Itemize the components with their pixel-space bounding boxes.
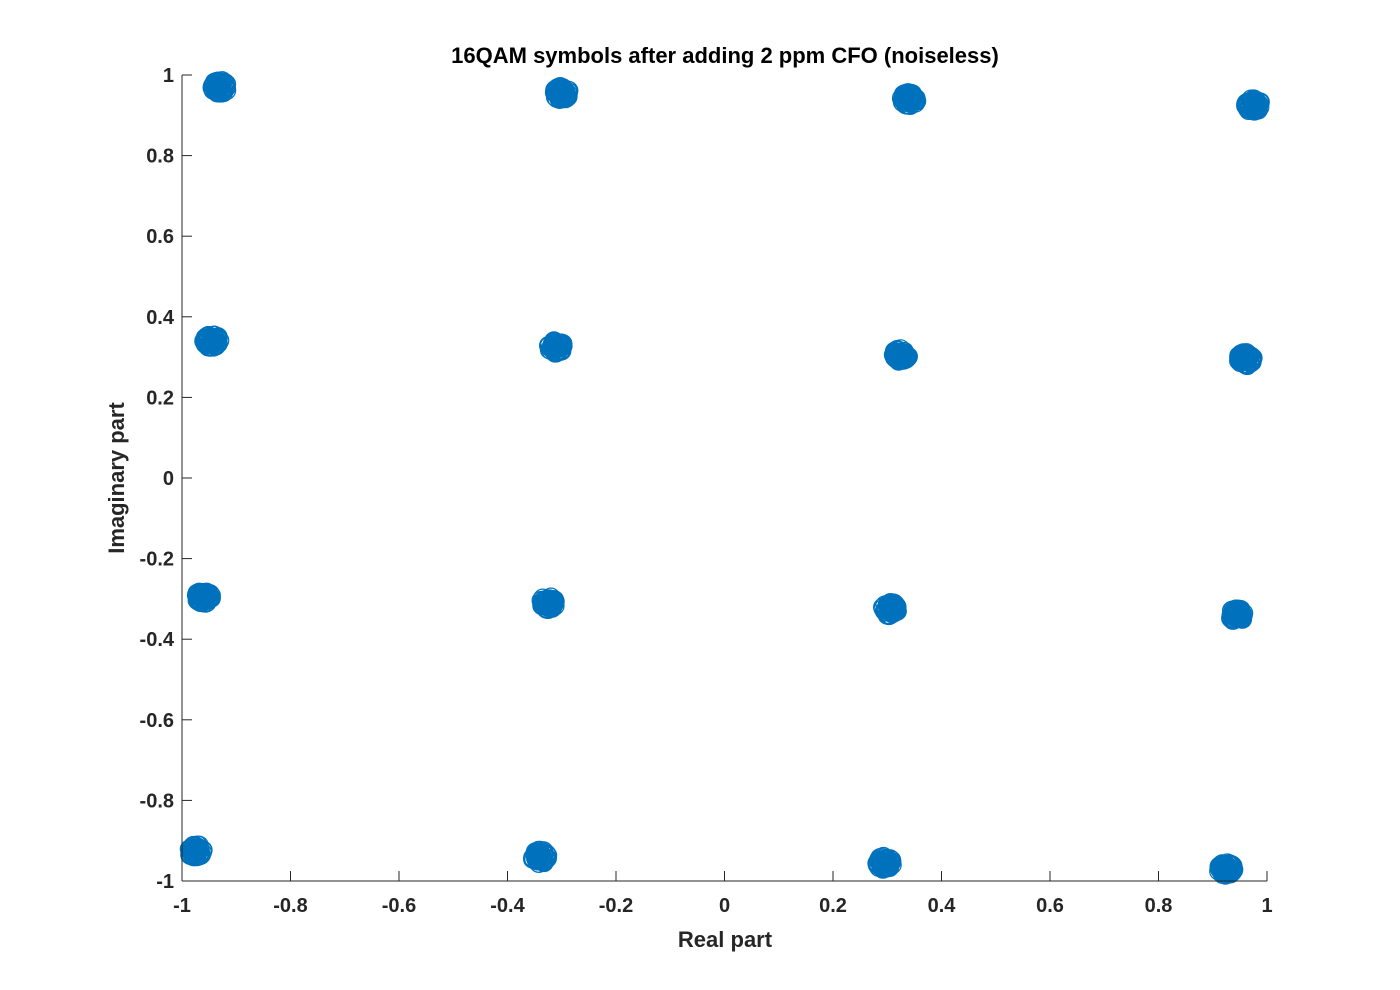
data-point xyxy=(891,83,927,116)
x-tick-label: 0.8 xyxy=(1145,895,1173,917)
data-point xyxy=(1221,599,1254,630)
point-core xyxy=(1226,604,1249,627)
chart-title: 16QAM symbols after adding 2 ppm CFO (no… xyxy=(451,43,999,68)
y-tick-label: 0.8 xyxy=(146,146,174,168)
y-axis-title: Imaginary part xyxy=(104,402,129,554)
x-tick-label: -1 xyxy=(173,895,191,917)
point-core xyxy=(1242,94,1265,117)
data-point xyxy=(1229,343,1263,376)
y-tick-label: -0.2 xyxy=(140,549,174,571)
y-tick-label: 0.6 xyxy=(146,226,174,248)
point-core xyxy=(545,336,568,359)
data-point xyxy=(1209,853,1244,885)
y-tick-label: 0.2 xyxy=(146,387,174,409)
point-core xyxy=(897,88,920,111)
plot-area: -1 -0.8 -0.6 -0.4 -0.2 0 0.2 0.4 0.6 0.8 1 -1-0.8-… xyxy=(140,65,1273,917)
data-point xyxy=(867,846,902,879)
y-tick-label: -0.6 xyxy=(140,710,174,732)
y-tick-label: 0 xyxy=(163,468,174,490)
axes-background xyxy=(182,75,1267,881)
y-tick-label: -0.4 xyxy=(140,629,175,651)
data-point xyxy=(883,339,918,371)
data-point xyxy=(186,582,221,613)
point-core xyxy=(208,76,231,99)
x-tick-label: 0.6 xyxy=(1036,895,1064,917)
point-core xyxy=(878,597,901,620)
y-tick-label: -0.8 xyxy=(140,790,174,812)
point-core xyxy=(200,329,223,352)
data-point xyxy=(1236,89,1270,121)
x-tick-label: -0.6 xyxy=(382,895,416,917)
y-tick-label: -1 xyxy=(156,871,174,893)
y-ticks: -1 -0.8 -0.6 -0.4 -0.2 0 0.2 0.4 0.6 0.8 1 xyxy=(140,65,192,893)
data-point xyxy=(202,71,237,103)
x-tick-label: -0.2 xyxy=(599,895,633,917)
x-axis-title: Real part xyxy=(678,927,773,952)
point-core xyxy=(889,344,912,367)
data-point xyxy=(873,592,907,626)
data-point xyxy=(179,835,213,867)
x-tick-label: 0 xyxy=(719,895,730,917)
x-tick-label: 0.4 xyxy=(928,895,957,917)
x-ticks: -1 -0.8 -0.6 -0.4 -0.2 0 0.2 0.4 0.6 0.8 1 xyxy=(173,871,1273,917)
x-tick-label: -0.8 xyxy=(273,895,307,917)
y-tick-label: 0.4 xyxy=(146,307,175,329)
y-tick-label: 1 xyxy=(163,65,174,87)
point-core xyxy=(184,839,207,862)
x-tick-label: -0.4 xyxy=(490,895,525,917)
data-point xyxy=(531,587,565,620)
point-core xyxy=(550,82,573,105)
point-core xyxy=(873,851,896,874)
data-point xyxy=(523,840,558,873)
x-tick-label: 1 xyxy=(1261,895,1272,917)
point-core xyxy=(1215,857,1238,880)
point-core xyxy=(529,845,552,868)
data-point xyxy=(544,77,579,109)
point-core xyxy=(192,585,215,608)
points-layer xyxy=(179,71,1270,885)
point-core xyxy=(537,591,560,614)
point-core xyxy=(1234,348,1257,371)
data-point xyxy=(539,331,573,363)
data-point xyxy=(194,325,230,357)
x-tick-label: 0.2 xyxy=(819,895,847,917)
